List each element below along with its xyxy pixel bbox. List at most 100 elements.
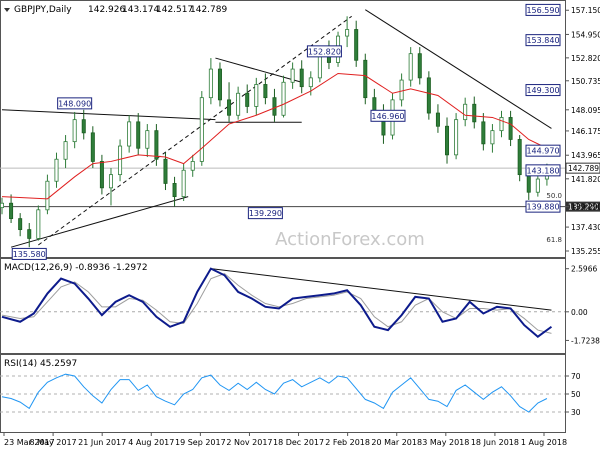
price-label-box — [57, 97, 93, 110]
candle-body — [199, 97, 204, 162]
price-label-box — [306, 45, 342, 58]
price-label: 146.960 — [371, 112, 404, 121]
rsi-title: RSI(14) 45.2597 — [4, 359, 77, 369]
y-tick-label: 143.965 — [571, 151, 600, 160]
macd-y-tick-label: 2.5966 — [571, 265, 597, 274]
candle-body — [290, 68, 295, 83]
x-tick-label: 23 Mar 2017 — [4, 438, 55, 447]
ohlc-close: 142.789 — [190, 5, 227, 15]
candle-body — [127, 121, 132, 147]
current-price-badge — [565, 162, 600, 174]
candle-body — [163, 158, 168, 184]
ohlc-open: 142.926 — [88, 5, 125, 15]
price-label: 149.300 — [526, 86, 559, 95]
x-tick-label: 8 May 2017 — [30, 438, 77, 447]
candle-body — [372, 97, 377, 112]
candle-body — [354, 29, 359, 61]
candle-body — [499, 117, 504, 132]
candle-body — [417, 53, 422, 79]
candle-body — [517, 139, 522, 176]
price-label: 139.290 — [249, 209, 282, 218]
rsi-y-tick-label: 70 — [571, 372, 581, 381]
macd-y-tick-label: -1.7238 — [571, 336, 600, 345]
x-tick-label: 4 Aug 2017 — [128, 438, 174, 447]
candle-body — [18, 218, 23, 231]
x-tick-label: 18 Dec 2017 — [273, 438, 324, 447]
y-tick-label: 146.175 — [571, 127, 600, 136]
candle-body — [399, 79, 404, 101]
candle-body — [254, 84, 259, 107]
candle-body — [99, 161, 104, 189]
candle-body — [281, 81, 286, 116]
candle-body — [72, 119, 77, 143]
macd-y-tick-label: 0.00 — [571, 308, 588, 317]
current-price-value: 142.789 — [568, 164, 599, 173]
candle-body — [481, 121, 486, 145]
trendline-lower-channel — [10, 196, 189, 248]
labels-layer: 139.290 142.789 50.0 61.8 148.090 152.820 146.… — [11, 3, 600, 260]
candle-body — [54, 158, 59, 182]
trendline-layer — [0, 9, 565, 311]
ohlc-high: 143.174 — [122, 5, 159, 15]
candle-body — [145, 130, 150, 149]
price-label: 135.580 — [13, 250, 46, 259]
y-tick-label: 141.820 — [571, 175, 600, 184]
candle-body — [490, 130, 495, 145]
candle-body — [63, 141, 68, 160]
grid-layer — [0, 311, 565, 413]
candle-body — [227, 99, 232, 116]
candle-body — [426, 77, 431, 114]
candle-body — [208, 68, 213, 99]
y-tick-label: 157.150 — [571, 6, 600, 15]
trendline-upper-channel — [1, 109, 216, 121]
candle-body — [45, 180, 50, 211]
y-tick-label: 148.095 — [571, 106, 600, 115]
fib-level-label: 61.8 — [546, 236, 562, 244]
trendline-dashed-channel — [38, 15, 352, 246]
candle-body — [472, 103, 477, 123]
support-level-value: 139.290 — [568, 203, 599, 212]
price-label: 143.180 — [526, 166, 559, 175]
price-label-box — [11, 247, 47, 260]
macd-line — [1, 267, 553, 338]
candle-body — [81, 119, 86, 134]
candle-body — [463, 103, 468, 121]
candle-body — [263, 84, 268, 99]
x-tick-label: 2 Feb 2018 — [325, 438, 370, 447]
price-label-box — [525, 34, 561, 47]
price-title: GBPJPY,Daily 142.926 143.174 142.517 142… — [4, 5, 227, 15]
candle-body — [535, 178, 540, 193]
price-label-box — [525, 84, 561, 97]
price-label-box — [525, 144, 561, 157]
x-tick-label: 21 Jun 2017 — [78, 438, 126, 447]
fib-level-label: 50.0 — [546, 192, 562, 200]
x-tick-label: 19 Sep 2017 — [175, 438, 226, 447]
candle-body — [272, 97, 277, 116]
price-label-box — [525, 200, 561, 213]
rsi-line — [1, 373, 548, 413]
price-chart-title: GBPJPY,Daily — [14, 5, 72, 15]
price-label-box — [525, 3, 561, 16]
macd-signal-line — [1, 273, 552, 334]
candle-body — [9, 202, 14, 220]
y-tick-label: 137.430 — [571, 223, 600, 232]
candle-body — [445, 125, 450, 156]
candle-body — [190, 161, 195, 171]
y-tick-label: 152.820 — [571, 54, 600, 63]
price-label: 148.090 — [58, 99, 91, 108]
watermark: ActionForex.com — [275, 229, 425, 250]
candle-body — [299, 68, 304, 88]
price-label-box — [247, 207, 283, 220]
candle-body — [217, 68, 222, 101]
candle-body — [108, 174, 113, 189]
candle-body — [454, 119, 459, 156]
candles-layer — [0, 16, 549, 248]
x-tick-label: 18 Jun 2018 — [471, 438, 519, 447]
ohlc-low: 142.517 — [156, 5, 193, 15]
sma-line — [1, 72, 548, 200]
price-label: 156.590 — [526, 6, 559, 15]
x-tick-label: 3 May 2018 — [422, 438, 469, 447]
y-tick-label: 135.255 — [571, 247, 600, 256]
